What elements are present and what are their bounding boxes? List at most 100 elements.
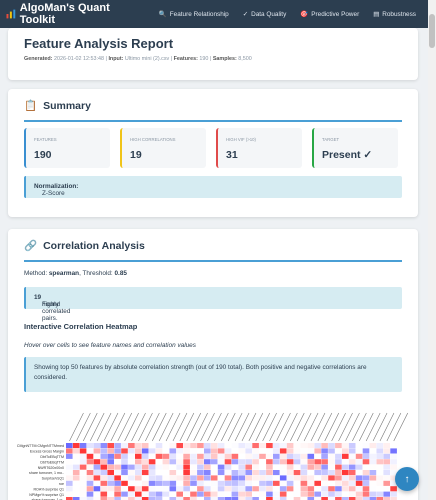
heatmap-cell[interactable] — [300, 443, 308, 449]
heatmap-cell[interactable] — [307, 459, 315, 465]
heatmap-cell[interactable] — [141, 459, 149, 465]
heatmap-cell[interactable] — [135, 491, 142, 497]
heatmap-cell[interactable] — [314, 459, 321, 465]
heatmap-cell[interactable] — [238, 491, 246, 497]
heatmap-cell[interactable] — [107, 448, 114, 454]
heatmap-cell[interactable] — [307, 480, 315, 486]
heatmap-cell[interactable] — [314, 453, 321, 459]
heatmap-cell[interactable] — [121, 480, 128, 486]
heatmap-cell[interactable] — [162, 459, 170, 465]
heatmap-cell[interactable] — [197, 459, 204, 465]
heatmap-cell[interactable] — [279, 480, 287, 486]
heatmap-cell[interactable] — [300, 459, 308, 465]
heatmap-cell[interactable] — [362, 443, 370, 449]
heatmap-cell[interactable] — [128, 464, 135, 470]
heatmap-cell[interactable] — [259, 443, 266, 449]
heatmap-cell[interactable] — [362, 486, 370, 492]
heatmap-cell[interactable] — [231, 497, 239, 500]
heatmap-cell[interactable] — [66, 443, 73, 449]
heatmap-cell[interactable] — [66, 459, 73, 465]
heatmap-cell[interactable] — [169, 470, 177, 476]
heatmap-cell[interactable] — [266, 453, 273, 459]
heatmap-cell[interactable] — [259, 464, 266, 470]
heatmap-cell[interactable] — [252, 443, 259, 449]
heatmap-cell[interactable] — [79, 453, 87, 459]
heatmap-cell[interactable] — [183, 459, 190, 465]
heatmap-cell[interactable] — [148, 470, 156, 476]
heatmap-cell[interactable] — [217, 475, 225, 481]
heatmap-cell[interactable] — [321, 486, 328, 492]
heatmap-cell[interactable] — [190, 443, 197, 449]
heatmap-cell[interactable] — [383, 448, 390, 454]
heatmap-cell[interactable] — [190, 486, 197, 492]
heatmap-cell[interactable] — [169, 459, 177, 465]
heatmap-cell[interactable] — [148, 486, 156, 492]
heatmap-cell[interactable] — [307, 448, 315, 454]
heatmap-cell[interactable] — [286, 453, 294, 459]
heatmap-cell[interactable] — [369, 480, 377, 486]
heatmap-cell[interactable] — [190, 475, 197, 481]
heatmap-cell[interactable] — [204, 491, 211, 497]
heatmap-cell[interactable] — [141, 448, 149, 454]
heatmap-cell[interactable] — [204, 470, 211, 476]
heatmap-cell[interactable] — [259, 470, 266, 476]
heatmap-cell[interactable] — [376, 491, 384, 497]
heatmap-cell[interactable] — [72, 470, 80, 476]
heatmap-cell[interactable] — [259, 486, 266, 492]
heatmap-cell[interactable] — [162, 453, 170, 459]
heatmap-cell[interactable] — [390, 497, 397, 500]
heatmap-cell[interactable] — [183, 497, 190, 500]
heatmap-cell[interactable] — [383, 497, 390, 500]
heatmap-cell[interactable] — [121, 448, 128, 454]
heatmap-cell[interactable] — [114, 443, 121, 449]
heatmap-cell[interactable] — [293, 453, 301, 459]
heatmap-cell[interactable] — [204, 459, 211, 465]
heatmap-cell[interactable] — [238, 475, 246, 481]
heatmap-cell[interactable] — [107, 497, 114, 500]
heatmap-cell[interactable] — [162, 448, 170, 454]
heatmap-cell[interactable] — [293, 464, 301, 470]
heatmap-cell[interactable] — [128, 480, 135, 486]
heatmap-cell[interactable] — [231, 443, 239, 449]
heatmap-cell[interactable] — [252, 448, 259, 454]
heatmap-cell[interactable] — [369, 459, 377, 465]
heatmap-cell[interactable] — [114, 497, 121, 500]
heatmap-cell[interactable] — [342, 497, 349, 500]
heatmap-cell[interactable] — [100, 453, 108, 459]
heatmap-cell[interactable] — [342, 475, 349, 481]
heatmap-cell[interactable] — [376, 464, 384, 470]
heatmap-cell[interactable] — [217, 491, 225, 497]
heatmap-cell[interactable] — [376, 486, 384, 492]
heatmap-cell[interactable] — [141, 491, 149, 497]
heatmap-cell[interactable] — [86, 486, 94, 492]
heatmap-cell[interactable] — [72, 464, 80, 470]
heatmap-cell[interactable] — [217, 453, 225, 459]
heatmap-cell[interactable] — [114, 459, 121, 465]
heatmap-cell[interactable] — [217, 480, 225, 486]
heatmap-cell[interactable] — [300, 497, 308, 500]
heatmap-cell[interactable] — [348, 486, 356, 492]
heatmap-cell[interactable] — [86, 475, 94, 481]
heatmap-cell[interactable] — [286, 470, 294, 476]
heatmap-cell[interactable] — [348, 464, 356, 470]
heatmap-cell[interactable] — [121, 459, 128, 465]
heatmap-cell[interactable] — [210, 464, 218, 470]
heatmap-cell[interactable] — [252, 491, 259, 497]
heatmap-cell[interactable] — [300, 470, 308, 476]
heatmap-cell[interactable] — [266, 459, 273, 465]
heatmap-cell[interactable] — [321, 443, 328, 449]
heatmap-cell[interactable] — [155, 497, 163, 500]
heatmap-cell[interactable] — [86, 464, 94, 470]
heatmap-cell[interactable] — [362, 464, 370, 470]
heatmap-cell[interactable] — [210, 491, 218, 497]
heatmap-cell[interactable] — [169, 464, 177, 470]
heatmap-cell[interactable] — [231, 459, 239, 465]
heatmap-cell[interactable] — [79, 491, 87, 497]
heatmap-cell[interactable] — [348, 497, 356, 500]
heatmap-cell[interactable] — [252, 459, 259, 465]
heatmap-cell[interactable] — [121, 443, 128, 449]
heatmap-cell[interactable] — [197, 443, 204, 449]
heatmap-cell[interactable] — [259, 459, 266, 465]
heatmap-cell[interactable] — [190, 453, 197, 459]
heatmap-cell[interactable] — [176, 470, 183, 476]
